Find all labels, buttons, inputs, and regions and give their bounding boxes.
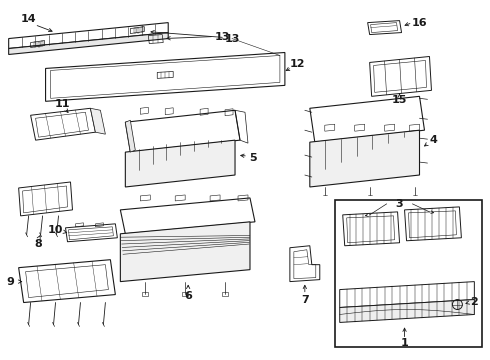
Text: 10: 10 xyxy=(48,225,63,235)
Polygon shape xyxy=(121,198,255,234)
Text: 6: 6 xyxy=(184,291,192,301)
Text: 1: 1 xyxy=(401,338,409,348)
Text: 9: 9 xyxy=(7,276,15,287)
Text: 3: 3 xyxy=(396,199,403,209)
Polygon shape xyxy=(9,32,168,54)
Polygon shape xyxy=(19,182,73,216)
Polygon shape xyxy=(340,300,474,323)
Polygon shape xyxy=(46,53,285,101)
Text: 13: 13 xyxy=(215,32,230,41)
Text: 12: 12 xyxy=(290,59,306,69)
Text: 2: 2 xyxy=(470,297,478,306)
Polygon shape xyxy=(125,120,135,152)
Polygon shape xyxy=(66,224,118,242)
Text: 15: 15 xyxy=(392,95,407,105)
Text: 7: 7 xyxy=(301,294,309,305)
Polygon shape xyxy=(405,207,462,241)
Text: 13: 13 xyxy=(224,33,240,44)
Polygon shape xyxy=(369,57,432,96)
Polygon shape xyxy=(125,110,240,152)
Polygon shape xyxy=(30,108,96,140)
Polygon shape xyxy=(290,246,320,282)
Polygon shape xyxy=(310,130,419,187)
Polygon shape xyxy=(121,222,250,282)
Polygon shape xyxy=(125,140,235,187)
Text: 11: 11 xyxy=(55,99,70,109)
Text: 5: 5 xyxy=(249,153,257,163)
Text: 16: 16 xyxy=(412,18,427,28)
Polygon shape xyxy=(19,260,115,302)
Polygon shape xyxy=(9,23,168,49)
Polygon shape xyxy=(368,21,401,35)
Polygon shape xyxy=(310,96,424,142)
Polygon shape xyxy=(91,108,105,134)
Text: 8: 8 xyxy=(35,239,43,249)
Polygon shape xyxy=(340,282,474,307)
Text: 4: 4 xyxy=(430,135,438,145)
Text: 14: 14 xyxy=(21,14,36,24)
Polygon shape xyxy=(343,212,399,246)
Bar xyxy=(335,200,482,347)
